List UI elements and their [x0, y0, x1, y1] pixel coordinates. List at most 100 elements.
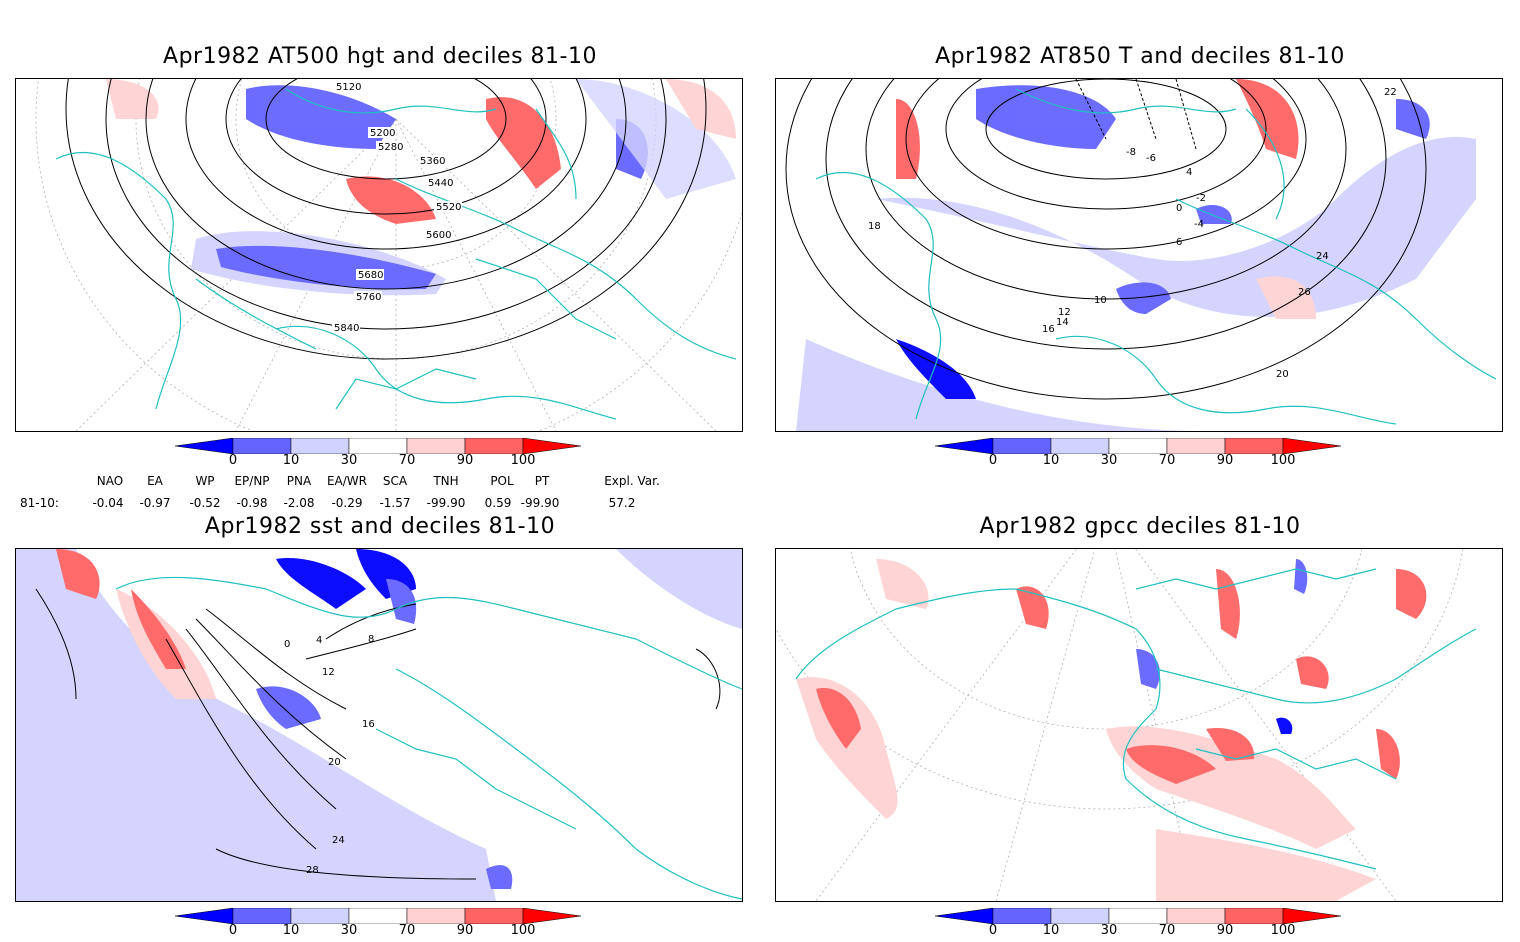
- colorbar-tick: 100: [1270, 923, 1296, 938]
- contour-label: 16: [1042, 324, 1055, 335]
- panel-title-gpcc: Apr1982 gpcc deciles 81-10: [979, 514, 1301, 539]
- colorbar-tick: 90: [1216, 453, 1234, 468]
- colorbar-tick: 10: [1042, 923, 1060, 938]
- contour-label: 24: [1316, 251, 1329, 262]
- index-name: POL: [490, 474, 514, 488]
- contour-label: 10: [1094, 295, 1107, 306]
- baseline-row-label: 81-10:: [20, 496, 59, 510]
- colorbar-tick: 100: [510, 923, 536, 938]
- contour-label: 26: [1298, 287, 1311, 298]
- colorbar-swatches: [935, 438, 1342, 454]
- colorbar-gpcc: 0 10 30 70 90 100: [935, 908, 1355, 942]
- index-value: -0.04: [92, 496, 124, 510]
- colorbar-tick: 90: [1216, 923, 1234, 938]
- colorbar-tick: 100: [1270, 453, 1296, 468]
- panel-title-z500: Apr1982 AT500 hgt and deciles 81-10: [163, 44, 597, 69]
- contour-label: 20: [328, 757, 341, 768]
- colorbar-tick: 100: [510, 453, 536, 468]
- contour-label: -2: [1196, 193, 1206, 204]
- colorbar-tick: 70: [1158, 453, 1176, 468]
- contour-label: 8: [368, 634, 374, 645]
- contour-label: 6: [1176, 237, 1182, 248]
- contour-label: 18: [868, 221, 881, 232]
- contour-label: 5840: [334, 323, 359, 334]
- colorbar-tick: 30: [340, 453, 358, 468]
- colorbar-tick: 90: [456, 923, 474, 938]
- index-name: TNH: [433, 474, 459, 488]
- map-gpcc: [775, 548, 1503, 902]
- index-value: -0.97: [139, 496, 171, 510]
- index-name: EP/NP: [234, 474, 270, 488]
- contour-label: 4: [1186, 167, 1192, 178]
- colorbar-tick: 0: [228, 453, 238, 468]
- contour-label: 5680: [358, 270, 383, 281]
- contour-label: 22: [1384, 87, 1397, 98]
- map-gpcc-graphic: [776, 549, 1477, 901]
- colorbar-swatches: [175, 438, 582, 454]
- contour-label: 0: [284, 639, 290, 650]
- colorbar-z500: 0 10 30 70 90 100: [175, 438, 595, 472]
- contour-label: -6: [1146, 153, 1156, 164]
- map-t850-graphic: -8 -6 -4 -2 0 4 6 10 12 14 16 18 20 22 2…: [776, 79, 1502, 431]
- index-name: PT: [534, 474, 550, 488]
- contour-label: 20: [1276, 369, 1289, 380]
- colorbar-tick: 0: [988, 923, 998, 938]
- contour-label: 16: [362, 719, 375, 730]
- contour-label: 5600: [426, 230, 451, 241]
- contour-label: 14: [1056, 317, 1069, 328]
- colorbar-sst: 0 10 30 70 90 100: [175, 908, 595, 942]
- colorbar-swatches: [175, 908, 582, 924]
- index-value: -0.29: [331, 496, 363, 510]
- colorbar-tick: 30: [1100, 923, 1118, 938]
- map-t850: -8 -6 -4 -2 0 4 6 10 12 14 16 18 20 22 2…: [775, 78, 1503, 432]
- index-value: -2.08: [283, 496, 315, 510]
- contour-label: -4: [1194, 219, 1204, 230]
- index-value: -0.52: [189, 496, 221, 510]
- colorbar-tick: 10: [282, 453, 300, 468]
- panel-title-sst: Apr1982 sst and deciles 81-10: [204, 514, 556, 539]
- index-name: NAO: [96, 474, 124, 488]
- colorbar-tick: 0: [988, 453, 998, 468]
- colorbar-swatches: [935, 908, 1342, 924]
- colorbar-tick: 10: [282, 923, 300, 938]
- index-value: 0.59: [484, 496, 512, 510]
- contour-label: 0: [1176, 203, 1182, 214]
- colorbar-tick: 10: [1042, 453, 1060, 468]
- contour-label: 5440: [428, 178, 453, 189]
- index-name: EA/WR: [326, 474, 368, 488]
- contour-label: 5200: [370, 128, 395, 139]
- index-name: Expl. Var.: [604, 474, 660, 488]
- map-z500-graphic: 5120 5200 5280 5360 5440 5520 5600 5680 …: [35, 79, 742, 431]
- index-name: SCA: [382, 474, 408, 488]
- contour-label: 12: [322, 667, 335, 678]
- colorbar-tick: 70: [1158, 923, 1176, 938]
- contour-label: 5280: [378, 142, 403, 153]
- contour-label: 5760: [356, 292, 381, 303]
- contour-label: 5520: [436, 202, 461, 213]
- index-name: WP: [195, 474, 215, 488]
- colorbar-t850: 0 10 30 70 90 100: [935, 438, 1355, 472]
- teleconnection-indices: NAO EA WP EP/NP PNA EA/WR SCA TNH POL PT…: [0, 474, 700, 514]
- index-name: EA: [147, 474, 163, 488]
- panel-title-t850: Apr1982 AT850 T and deciles 81-10: [935, 44, 1345, 69]
- colorbar-tick: 70: [398, 923, 416, 938]
- map-z500: 5120 5200 5280 5360 5440 5520 5600 5680 …: [15, 78, 743, 432]
- contour-label: 5360: [420, 156, 445, 167]
- index-value: -99.90: [520, 496, 560, 510]
- contour-label: 12: [1058, 307, 1071, 318]
- index-name: PNA: [286, 474, 312, 488]
- index-value: 57.2: [608, 496, 636, 510]
- map-sst-graphic: 0 4 8 12 16 20 24 28: [16, 549, 742, 901]
- colorbar-tick: 0: [228, 923, 238, 938]
- contour-label: 24: [332, 835, 345, 846]
- map-sst: 0 4 8 12 16 20 24 28: [15, 548, 743, 902]
- colorbar-tick: 30: [340, 923, 358, 938]
- colorbar-tick: 30: [1100, 453, 1118, 468]
- index-value: -0.98: [236, 496, 268, 510]
- index-value: -1.57: [379, 496, 411, 510]
- contour-label: 4: [316, 635, 322, 646]
- contour-label: 28: [306, 865, 319, 876]
- contour-label: -8: [1126, 147, 1136, 158]
- colorbar-tick: 90: [456, 453, 474, 468]
- contour-label: 5120: [336, 82, 361, 93]
